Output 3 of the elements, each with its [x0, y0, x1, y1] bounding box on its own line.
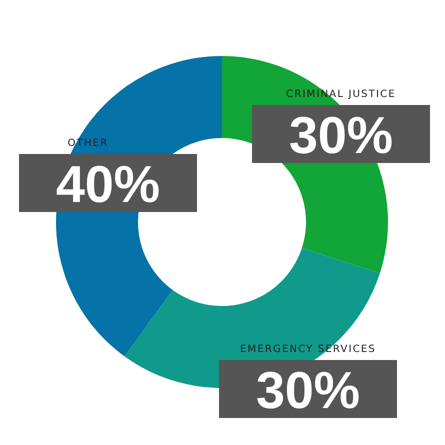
data-label: 40% — [56, 156, 160, 214]
data-label: 30% — [256, 362, 360, 420]
data-label: 30% — [288, 107, 394, 165]
